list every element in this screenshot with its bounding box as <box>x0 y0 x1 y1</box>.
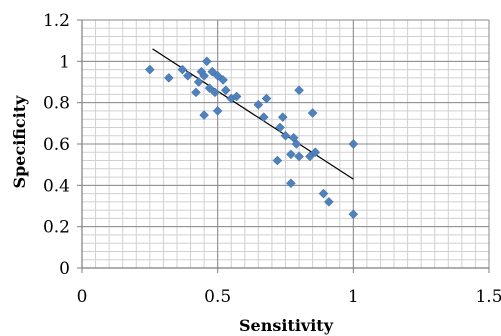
data-point <box>286 178 296 189</box>
x-tick-label: 1.5 <box>475 287 501 307</box>
y-tick-label: 0.2 <box>43 218 70 238</box>
data-point <box>218 75 228 85</box>
data-point <box>348 209 359 220</box>
data-point <box>277 112 288 122</box>
data-point <box>193 77 204 87</box>
data-point <box>294 151 304 162</box>
y-tick-label: 0 <box>59 259 70 279</box>
axes <box>77 19 490 273</box>
x-tick-label: 0.5 <box>204 287 231 307</box>
data-point <box>177 64 188 75</box>
data-point <box>318 188 329 199</box>
x-axis-title: Sensitivity <box>239 316 334 335</box>
data-point <box>201 56 212 67</box>
data-point <box>210 87 220 98</box>
y-tick-label: 0.6 <box>43 135 70 155</box>
y-tick-labels: 0 0.2 0.4 0.6 0.8 1 1.2 <box>43 11 70 279</box>
data-point <box>231 91 242 102</box>
data-point <box>305 151 315 162</box>
data-point <box>275 122 285 133</box>
data-point <box>212 70 223 81</box>
data-point <box>310 147 321 158</box>
y-tick-label: 1 <box>59 52 70 72</box>
x-tick-label: 1 <box>348 287 359 307</box>
data-point <box>253 99 264 110</box>
data-point <box>207 66 218 77</box>
y-tick-label: 1.2 <box>43 11 70 31</box>
data-point <box>204 83 215 94</box>
data-point <box>199 70 209 81</box>
data-point <box>307 108 318 118</box>
data-point <box>286 149 296 160</box>
x-tick-labels: 0 0.5 1 1.5 <box>77 287 501 307</box>
y-axis-title: Specificity <box>10 95 29 189</box>
major-gridlines <box>82 19 490 268</box>
y-tick-label: 0.4 <box>43 176 70 196</box>
data-point <box>163 73 174 83</box>
data-point <box>261 93 272 104</box>
data-point <box>272 155 283 166</box>
data-points <box>144 56 359 220</box>
data-point <box>258 112 269 122</box>
data-point <box>291 139 302 149</box>
data-point <box>199 110 209 120</box>
data-point <box>212 106 223 116</box>
data-point <box>191 87 201 98</box>
data-point <box>182 70 193 81</box>
data-point <box>294 85 304 96</box>
x-tick-label: 0 <box>77 287 88 307</box>
data-point <box>220 85 231 96</box>
data-point <box>144 64 155 75</box>
data-point <box>324 197 334 207</box>
y-tick-label: 0.8 <box>43 94 70 114</box>
data-point <box>280 130 291 141</box>
data-point <box>348 139 359 149</box>
